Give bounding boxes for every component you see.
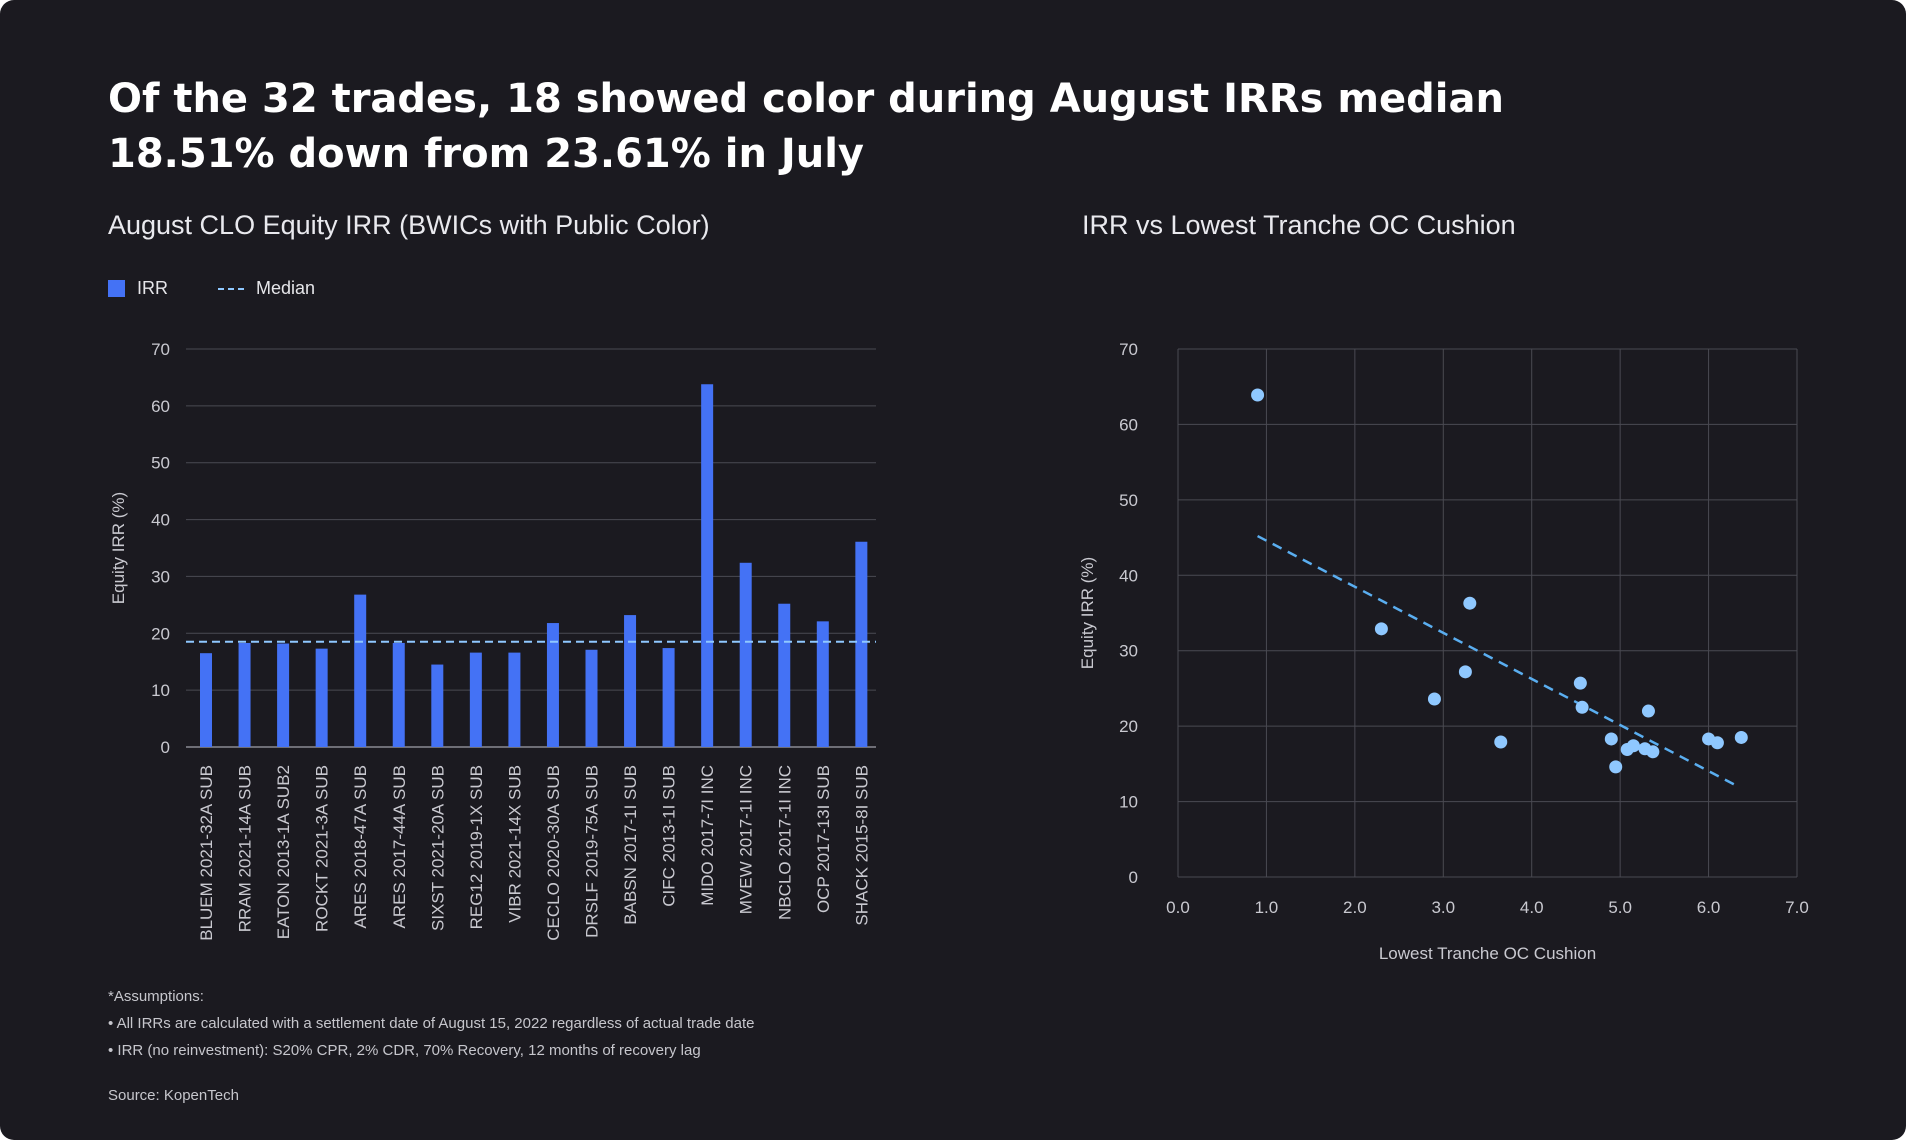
irr-bar	[200, 653, 212, 747]
bar-y-tick-label: 10	[151, 681, 170, 700]
scatter-y-tick-label: 40	[1119, 566, 1138, 585]
bar-x-tick-label: EATON 2013-1A SUB2	[274, 765, 293, 939]
irr-bar	[238, 642, 251, 747]
bar-x-tick-label: MVEW 2017-1I INC	[737, 765, 756, 914]
bar-x-tick-label: CECLO 2020-30A SUB	[544, 765, 563, 941]
irr-bar	[354, 594, 367, 747]
bar-y-axis-title: Equity IRR (%)	[109, 492, 128, 604]
irr-bar	[855, 541, 868, 747]
irr-bar	[778, 603, 791, 747]
irr-bar	[392, 642, 405, 747]
bar-y-tick-label: 50	[151, 454, 170, 473]
bar-x-tick-label: ROCKT 2021-3A SUB	[313, 765, 332, 932]
scatter-y-tick-label: 50	[1119, 491, 1138, 510]
headline: Of the 32 trades, 18 showed color during…	[108, 76, 1504, 177]
scatter-point	[1646, 745, 1660, 759]
scatter-y-tick-label: 0	[1129, 868, 1138, 887]
bar-y-tick-label: 0	[161, 738, 170, 757]
assumption-line-1: • All IRRs are calculated with a settlem…	[108, 1015, 755, 1032]
source-note: Source: KopenTech	[108, 1087, 239, 1104]
scatter-x-tick-label: 6.0	[1697, 898, 1721, 917]
irr-legend-swatch	[108, 280, 125, 297]
scatter-chart-title: IRR vs Lowest Tranche OC Cushion	[1082, 210, 1516, 240]
irr-bar	[739, 562, 752, 747]
bar-chart-title: August CLO Equity IRR (BWICs with Public…	[108, 210, 710, 240]
bar-y-tick-label: 70	[151, 340, 170, 359]
scatter-y-axis-title: Equity IRR (%)	[1078, 557, 1097, 669]
median-legend-label: Median	[256, 278, 316, 298]
scatter-y-tick-label: 70	[1119, 340, 1138, 359]
bar-x-tick-label: SIXST 2021-20A SUB	[428, 765, 447, 931]
scatter-x-tick-label: 4.0	[1520, 898, 1544, 917]
bar-x-tick-label: OCP 2017-13I SUB	[814, 765, 833, 913]
scatter-point	[1458, 665, 1472, 679]
median-legend-swatch	[218, 287, 244, 290]
bar-x-tick-label: REG12 2019-1X SUB	[467, 765, 486, 929]
irr-bar	[508, 652, 521, 747]
irr-bar	[816, 621, 829, 747]
scatter-point	[1734, 730, 1748, 744]
irr-bar	[662, 648, 675, 747]
trend-line	[1257, 534, 1741, 789]
bar-chart-legend: IRR Median	[108, 278, 315, 299]
bar-x-tick-label: NBCLO 2017-1I INC	[775, 765, 794, 920]
irr-bar	[431, 664, 444, 747]
assumption-line-2: • IRR (no reinvestment): S20% CPR, 2% CD…	[108, 1042, 701, 1059]
bar-y-tick-label: 30	[151, 567, 170, 586]
scatter-point	[1494, 735, 1508, 749]
scatter-x-tick-label: 5.0	[1608, 898, 1632, 917]
bar-x-tick-label: BLUEM 2021-32A SUB	[197, 765, 216, 941]
scatter-x-tick-label: 2.0	[1343, 898, 1367, 917]
bar-x-tick-label: MIDO 2017-7I INC	[698, 765, 717, 906]
irr-bar	[315, 648, 328, 747]
scatter-y-tick-label: 10	[1119, 793, 1138, 812]
bar-x-tick-label: DRSLF 2019-75A SUB	[583, 765, 602, 938]
bar-x-tick-label: SHACK 2015-8I SUB	[852, 765, 871, 926]
bar-x-tick-label: CIFC 2013-1I SUB	[660, 765, 679, 907]
scatter-x-tick-label: 3.0	[1431, 898, 1455, 917]
bar-x-tick-label: VIBR 2021-14X SUB	[505, 765, 524, 923]
bar-x-tick-label: RRAM 2021-14A SUB	[236, 765, 255, 932]
scatter-point	[1710, 736, 1724, 750]
bar-y-tick-label: 40	[151, 511, 170, 530]
irr-bar	[546, 623, 559, 747]
scatter-x-axis-title: Lowest Tranche OC Cushion	[1379, 944, 1596, 963]
bar-y-tick-label: 60	[151, 397, 170, 416]
scatter-point	[1575, 700, 1589, 714]
scatter-point	[1573, 676, 1587, 690]
irr-bar	[277, 643, 290, 747]
irr-bar	[585, 649, 598, 747]
scatter-point	[1609, 760, 1623, 774]
scatter-y-tick-label: 60	[1119, 415, 1138, 434]
scatter-point	[1427, 692, 1441, 706]
bar-x-tick-label: BABSN 2017-1I SUB	[621, 765, 640, 925]
scatter-x-tick-label: 7.0	[1785, 898, 1809, 917]
scatter-x-tick-label: 1.0	[1255, 898, 1279, 917]
scatter-x-tick-label: 0.0	[1166, 898, 1190, 917]
scatter-point	[1604, 732, 1618, 746]
irr-bar	[701, 384, 714, 747]
bar-x-tick-label: ARES 2018-47A SUB	[351, 765, 370, 928]
irr-legend-label: IRR	[137, 278, 168, 298]
irr-bar	[469, 652, 482, 747]
scatter-point	[1626, 739, 1640, 753]
scatter-point	[1374, 622, 1388, 636]
bar-x-tick-label: ARES 2017-44A SUB	[390, 765, 409, 928]
irr-bar	[624, 615, 637, 747]
scatter-y-tick-label: 20	[1119, 717, 1138, 736]
assumptions-heading: *Assumptions:	[108, 988, 204, 1005]
scatter-point	[1641, 704, 1655, 718]
bar-y-tick-label: 20	[151, 624, 170, 643]
scatter-point	[1251, 388, 1265, 402]
scatter-point	[1463, 596, 1477, 610]
scatter-y-tick-label: 30	[1119, 642, 1138, 661]
